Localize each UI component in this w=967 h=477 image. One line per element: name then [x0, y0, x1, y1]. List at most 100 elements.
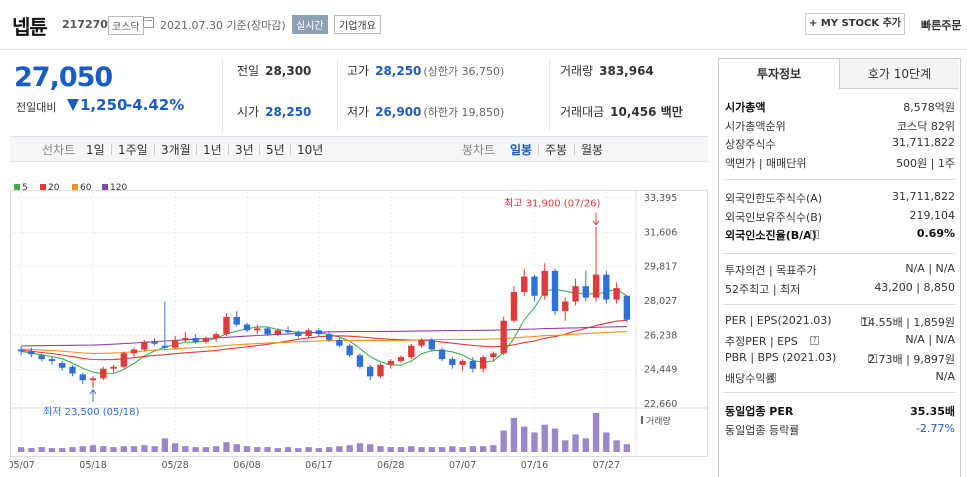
volume-value: 383,964 — [599, 64, 654, 78]
volume-bar — [428, 447, 435, 452]
volume-bar — [223, 442, 230, 452]
candle-weekly[interactable]: 주봉 — [545, 143, 568, 157]
realtime-button[interactable]: 실시간 — [292, 15, 328, 34]
candle-body — [613, 288, 620, 300]
volume-bar — [192, 447, 199, 452]
x-tick-label: 07/07 — [449, 460, 476, 471]
y-tick-label: 28,027 — [644, 296, 677, 307]
candle-body — [38, 355, 45, 360]
period-1w[interactable]: 1주일 — [118, 143, 148, 157]
volume-legend-swatch — [641, 416, 643, 424]
volume-bar — [48, 448, 56, 452]
candle-body — [79, 374, 86, 381]
volume-bar — [130, 446, 138, 452]
x-tick-label: 05/28 — [161, 460, 188, 471]
candle-body — [449, 359, 456, 365]
candle-body — [408, 345, 415, 358]
company-info-dropdown[interactable]: 기업개요 — [334, 15, 381, 34]
volume-bar — [356, 443, 364, 452]
help-icon[interactable]: ? — [860, 317, 870, 326]
volume-bar — [603, 432, 610, 452]
period-1d[interactable]: 1일 — [86, 143, 105, 157]
candle-body — [48, 359, 56, 362]
info-row: 외국인보유주식수(B) 219,104 — [725, 209, 955, 228]
candle-body — [438, 349, 446, 360]
period-3m[interactable]: 3개월 — [161, 143, 191, 157]
candle-body — [397, 357, 405, 362]
x-tick-label: 07/16 — [521, 460, 548, 471]
volume-bar — [110, 447, 117, 452]
panel-divider — [723, 253, 956, 254]
legend-label: 120 — [110, 183, 127, 193]
price-date: 2021.07.30 기준(장마감) — [160, 19, 286, 32]
candle-body — [254, 328, 261, 331]
legend-label: 20 — [48, 183, 60, 193]
volume-bar — [623, 444, 631, 452]
volume-bar — [59, 448, 66, 452]
ma120-line — [21, 326, 627, 347]
volume-bar — [274, 448, 281, 452]
low-annotation: 최저 23,500 (05/18) — [43, 406, 139, 418]
volume-bar — [346, 445, 353, 452]
help-icon[interactable]: ? — [867, 354, 877, 363]
market-badge: 코스닥 — [108, 16, 144, 35]
ma60-line — [21, 331, 627, 354]
my-stock-add-button[interactable]: + MY STOCK 추가 — [805, 13, 905, 35]
prev-close-label: 전일 — [237, 64, 260, 78]
info-key: 시가총액순위 — [725, 119, 786, 133]
info-key: 배당수익률 — [725, 371, 776, 385]
low-value: 26,900 — [375, 105, 422, 119]
help-icon[interactable]: ? — [810, 335, 820, 345]
amount-label: 거래대금 — [560, 105, 605, 119]
candle-body — [346, 345, 353, 356]
period-3y[interactable]: 3년 — [235, 143, 254, 157]
info-row: 시가총액 8,578억원 — [725, 99, 955, 118]
period-1y[interactable]: 1년 — [203, 143, 222, 157]
candle-body — [69, 366, 76, 374]
candle-body — [479, 357, 487, 369]
help-icon[interactable]: ? — [767, 372, 776, 382]
info-key: 상장주식수 — [725, 138, 776, 151]
tab-investment-info[interactable]: 투자정보 — [719, 59, 839, 89]
candle-monthly[interactable]: 월봉 — [581, 143, 604, 157]
volume-bar — [254, 447, 261, 452]
info-row: 52주최고 | 최저 43,200 | 8,850 — [725, 281, 955, 300]
x-tick-label: 06/28 — [377, 460, 404, 471]
period-5y[interactable]: 5년 — [266, 143, 285, 157]
panel-tabs: 투자정보 호가 10단계 — [719, 59, 960, 89]
volume-bar — [295, 448, 302, 452]
candle-body — [171, 339, 179, 348]
volume-bar — [521, 426, 528, 452]
info-value: 14.55배 | 1,859원 — [861, 316, 955, 329]
candle-body — [428, 339, 435, 350]
x-tick-label: 05/07 — [10, 460, 35, 471]
legend-swatch — [14, 184, 20, 190]
amount-value: 10,456 백만 — [610, 105, 683, 119]
candle-body — [100, 368, 107, 379]
volume-bar — [531, 432, 538, 452]
quick-order-button[interactable]: 빠른주문 — [921, 19, 962, 32]
info-row: 동일업종 PER 35.35배 — [725, 403, 955, 422]
period-10y[interactable]: 10년 — [297, 143, 324, 157]
info-row: 추정PER | EPS? N/A | N/A — [725, 333, 955, 352]
candle-body — [490, 353, 497, 358]
candle-body — [284, 330, 292, 333]
info-key: 52주최고 | 최저 — [725, 282, 801, 296]
candle-chart-label: 봉차트 — [462, 143, 496, 157]
volume-bar — [377, 446, 384, 452]
tab-quote-10[interactable]: 호가 10단계 — [839, 59, 959, 89]
candle-body — [130, 349, 138, 354]
investment-info-panel: 투자정보 호가 10단계 시가총액 8,578억원 시가총액순위 코스닥 82위 상장주… — [718, 58, 961, 477]
calendar-icon — [143, 17, 154, 28]
candle-daily[interactable]: 일봉 — [510, 143, 533, 157]
candle-body — [213, 334, 220, 338]
volume-bar — [182, 446, 189, 452]
low-arrow-head — [89, 389, 97, 395]
panel-divider — [723, 179, 956, 180]
volume-bar — [100, 446, 107, 452]
ma5-line — [21, 288, 628, 375]
volume-bar — [408, 446, 415, 452]
help-icon[interactable]: ? — [810, 230, 820, 239]
info-key: 시가총액 — [725, 101, 766, 114]
volume-bar — [233, 444, 240, 452]
